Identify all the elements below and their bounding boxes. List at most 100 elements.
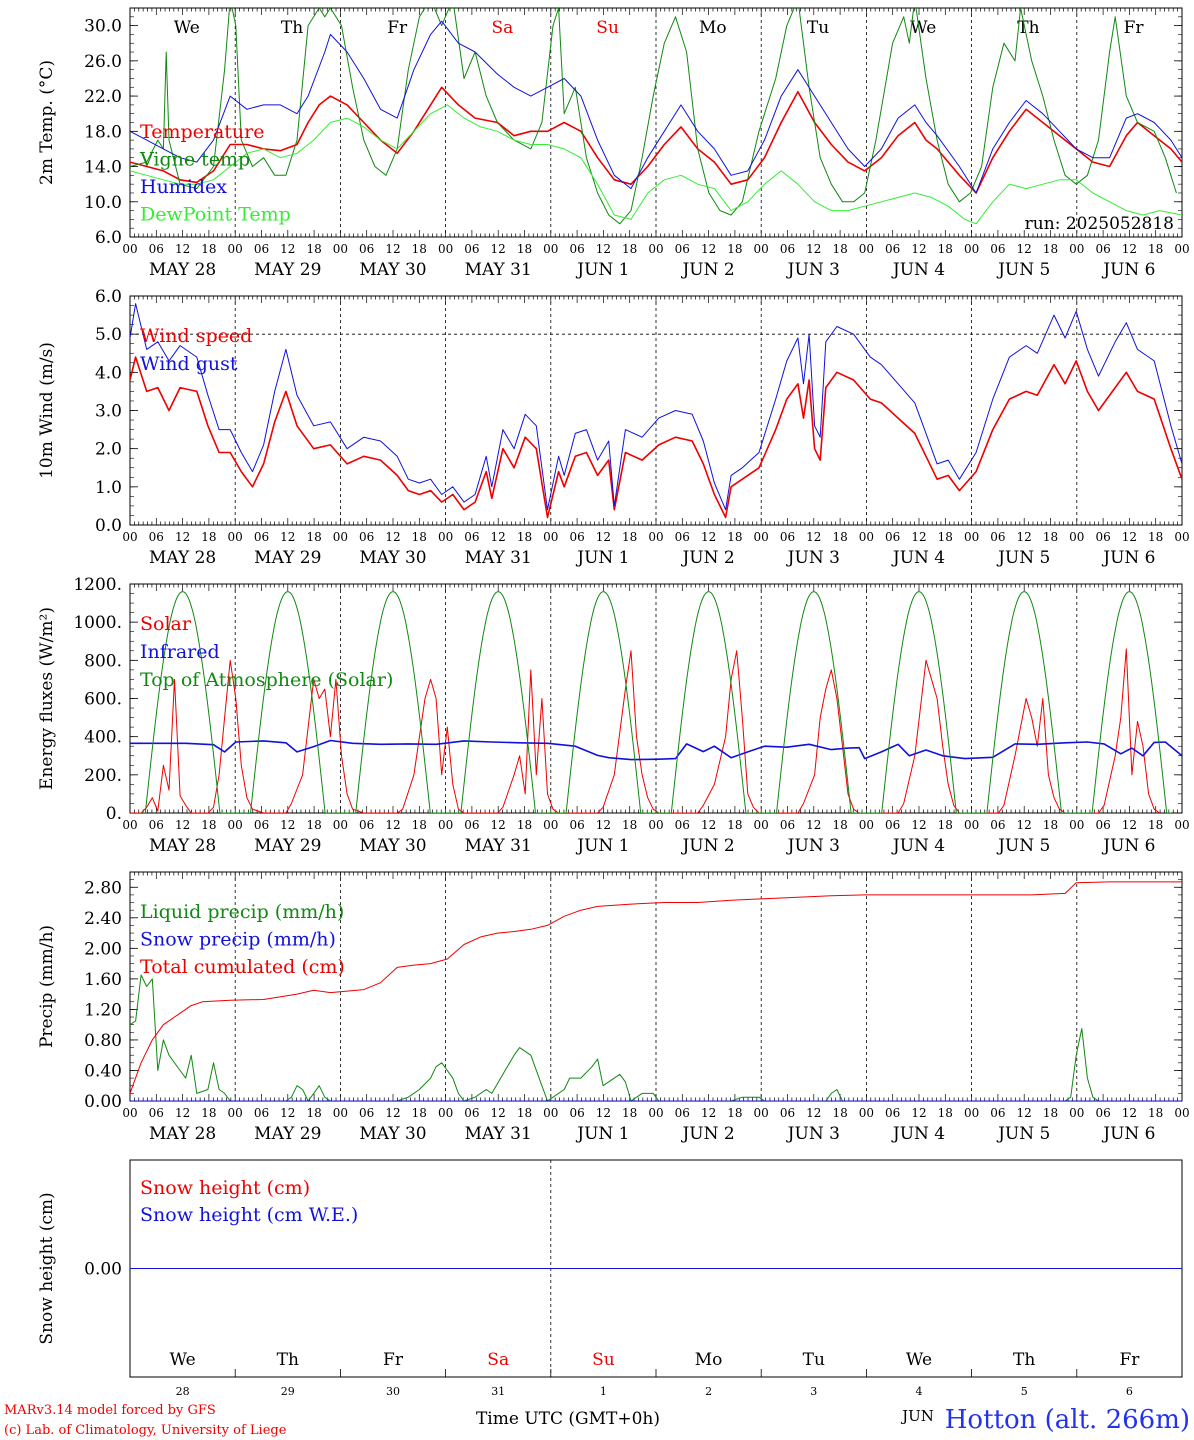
- weekday-label: We: [174, 18, 200, 38]
- y-tick-label: 0.40: [84, 1061, 122, 1081]
- legend-entry: Wind speed: [140, 325, 252, 347]
- legend-entry: Infrared: [140, 641, 220, 663]
- hour-tick-label: 06: [1095, 242, 1110, 256]
- date-label: MAY 28: [149, 260, 216, 280]
- hour-tick-label: 12: [596, 818, 611, 832]
- hour-tick-label: 12: [1017, 242, 1032, 256]
- hour-tick-label: 06: [464, 1106, 479, 1120]
- day-number-label: 2: [705, 1385, 712, 1398]
- legend-entry: Snow height (cm): [140, 1177, 310, 1199]
- date-label: JUN 3: [786, 548, 840, 568]
- hour-tick-label: 18: [201, 242, 216, 256]
- hour-tick-label: 12: [491, 1106, 506, 1120]
- y-axis-label: Snow height (cm): [37, 1192, 57, 1344]
- run-annotation: run: 2025052818: [1025, 214, 1174, 234]
- date-label: MAY 28: [149, 836, 216, 856]
- series-line-vigne-temp: [130, 8, 1177, 225]
- weekday-label: We: [910, 18, 936, 38]
- weekday-label: Tu: [807, 18, 829, 38]
- hour-tick-label: 00: [333, 530, 348, 544]
- hour-tick-label: 06: [569, 818, 584, 832]
- hour-tick-label: 12: [701, 818, 716, 832]
- hour-tick-label: 00: [438, 242, 453, 256]
- hour-tick-label: 06: [1095, 1106, 1110, 1120]
- legend-entry: Snow precip (mm/h): [140, 929, 336, 951]
- hour-tick-label: 06: [675, 1106, 690, 1120]
- y-tick-label: 6.0: [95, 287, 122, 307]
- weekday-label: Th: [1017, 18, 1039, 38]
- panel-5: We 28 Th 29 Fr 30 Sa 31 Su 1 Mo 2 Tu 3 We 4 Th 5 Fr 6 0.00 Sn…: [37, 1159, 1183, 1398]
- hour-tick-label: 06: [254, 530, 269, 544]
- hour-tick-label: 06: [149, 242, 164, 256]
- y-axis-label: Precip (mm/h): [37, 925, 57, 1048]
- hour-tick-label: 12: [806, 1106, 821, 1120]
- hour-tick-label: 06: [359, 530, 374, 544]
- date-label: MAY 28: [149, 548, 216, 568]
- hour-tick-label: 12: [806, 530, 821, 544]
- hour-tick-label: 18: [1148, 818, 1163, 832]
- hour-tick-label: 06: [464, 242, 479, 256]
- hour-tick-label: 12: [385, 818, 400, 832]
- y-tick-label: 10.0: [84, 193, 122, 213]
- series-line-top-of-atmosphere-solar: [141, 591, 1171, 813]
- hour-tick-label: 18: [412, 530, 427, 544]
- series-line-wind-speed: [130, 356, 1182, 519]
- date-label: JUN 4: [891, 1124, 945, 1144]
- hour-tick-label: 00: [438, 1106, 453, 1120]
- hour-tick-label: 00: [1174, 242, 1189, 256]
- hour-tick-label: 18: [412, 818, 427, 832]
- hour-tick-label: 18: [412, 242, 427, 256]
- date-label: MAY 30: [359, 836, 426, 856]
- hour-tick-label: 18: [1043, 242, 1058, 256]
- weekday-label: We: [906, 1350, 932, 1370]
- date-label: MAY 28: [149, 1124, 216, 1144]
- date-label: JUN 6: [1101, 260, 1155, 280]
- hour-tick-label: 12: [280, 242, 295, 256]
- weekday-label: Tu: [803, 1350, 825, 1370]
- y-tick-label: 4.0: [95, 363, 122, 383]
- date-label: JUN 6: [1101, 548, 1155, 568]
- hour-tick-label: 12: [596, 1106, 611, 1120]
- hour-tick-label: 00: [543, 818, 558, 832]
- y-tick-label: 26.0: [84, 52, 122, 72]
- date-label: JUN 2: [680, 548, 734, 568]
- hour-tick-label: 00: [438, 818, 453, 832]
- hour-tick-label: 06: [675, 530, 690, 544]
- hour-tick-label: 12: [1017, 818, 1032, 832]
- hour-tick-label: 00: [859, 1106, 874, 1120]
- hour-tick-label: 06: [990, 1106, 1005, 1120]
- hour-tick-label: 12: [175, 242, 190, 256]
- weekday-label: Fr: [383, 1350, 404, 1370]
- hour-tick-label: 18: [306, 818, 321, 832]
- hour-tick-label: 00: [1069, 1106, 1084, 1120]
- series-line-dewpoint-temp: [130, 104, 1182, 225]
- hour-tick-label: 18: [1148, 530, 1163, 544]
- hour-tick-label: 18: [727, 818, 742, 832]
- hour-tick-label: 06: [254, 818, 269, 832]
- hour-tick-label: 18: [622, 242, 637, 256]
- weekday-label: Mo: [699, 18, 727, 38]
- date-label: JUN 2: [680, 1124, 734, 1144]
- day-number-label: 28: [176, 1385, 190, 1398]
- hour-tick-label: 00: [754, 1106, 769, 1120]
- y-tick-label: 1.0: [95, 478, 122, 498]
- date-label: MAY 31: [465, 1124, 532, 1144]
- hour-tick-label: 12: [175, 818, 190, 832]
- panel-3: 00 06 12 18 00 06 12 18 00 06 12 18 00 06 12 18 00 06 12 18…: [37, 575, 1190, 856]
- date-label: JUN 5: [996, 260, 1050, 280]
- month-label: JUN: [900, 1407, 934, 1425]
- y-tick-label: 2.40: [84, 909, 122, 929]
- hour-tick-label: 12: [701, 530, 716, 544]
- y-tick-label: 1000.: [73, 613, 122, 633]
- hour-tick-label: 12: [1017, 1106, 1032, 1120]
- hour-tick-label: 12: [1122, 242, 1137, 256]
- hour-tick-label: 00: [333, 242, 348, 256]
- hour-tick-label: 12: [175, 1106, 190, 1120]
- hour-tick-label: 12: [1122, 1106, 1137, 1120]
- hour-tick-label: 18: [938, 242, 953, 256]
- date-label: MAY 30: [359, 548, 426, 568]
- date-label: JUN 2: [680, 260, 734, 280]
- hour-tick-label: 00: [1069, 818, 1084, 832]
- hour-tick-label: 12: [596, 530, 611, 544]
- legend-entry: Top of Atmosphere (Solar): [140, 669, 393, 691]
